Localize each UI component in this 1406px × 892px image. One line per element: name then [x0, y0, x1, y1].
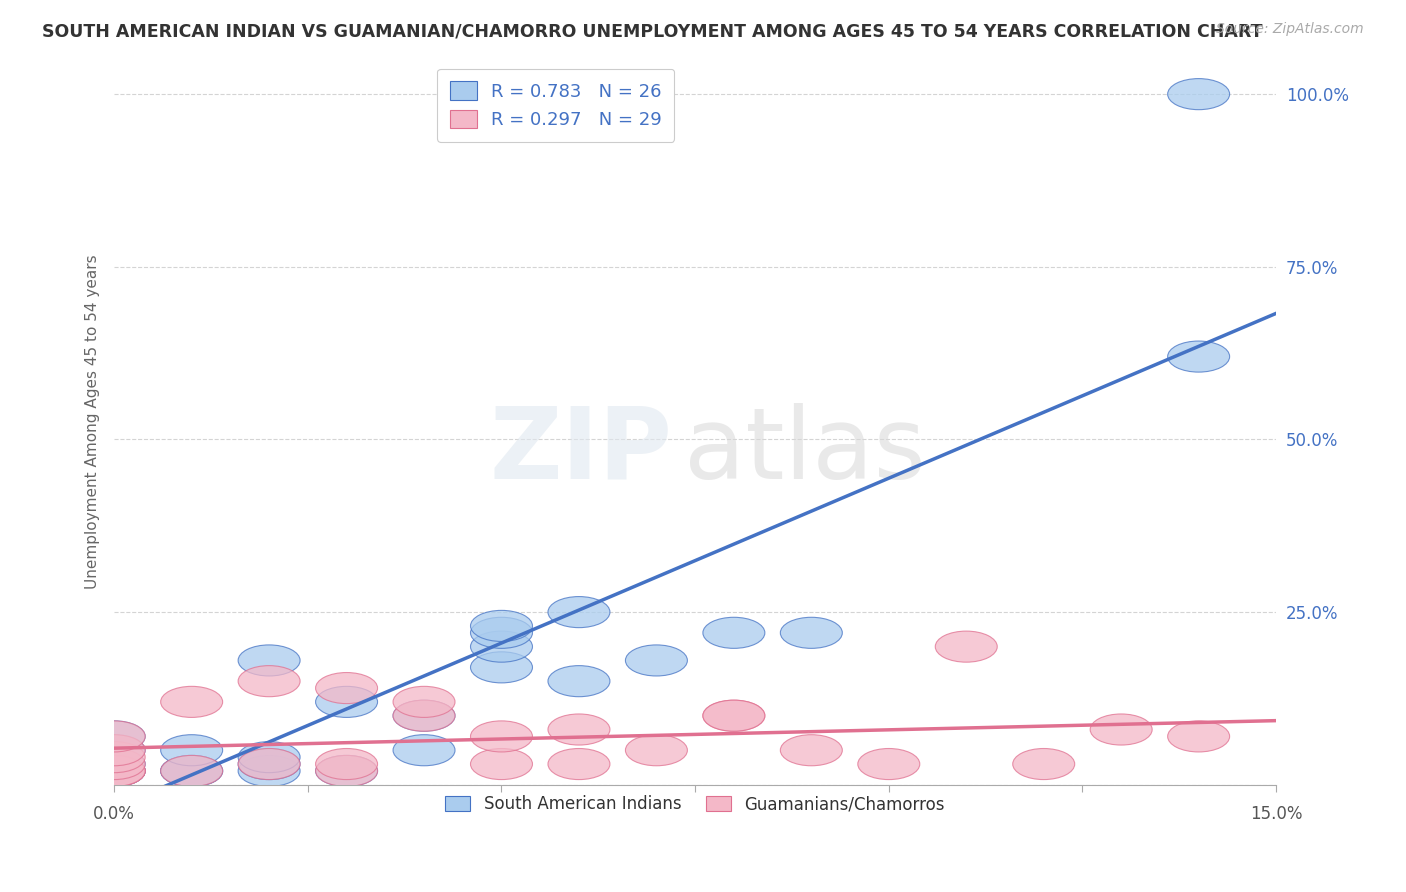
Ellipse shape — [238, 748, 299, 780]
Ellipse shape — [548, 748, 610, 780]
Ellipse shape — [548, 714, 610, 745]
Ellipse shape — [160, 735, 222, 765]
Text: 0.0%: 0.0% — [93, 805, 135, 823]
Ellipse shape — [548, 597, 610, 628]
Ellipse shape — [1012, 748, 1074, 780]
Ellipse shape — [160, 756, 222, 787]
Ellipse shape — [315, 748, 378, 780]
Ellipse shape — [83, 756, 145, 787]
Ellipse shape — [548, 665, 610, 697]
Ellipse shape — [394, 735, 456, 765]
Ellipse shape — [160, 756, 222, 787]
Ellipse shape — [1167, 341, 1230, 372]
Ellipse shape — [703, 700, 765, 731]
Ellipse shape — [626, 735, 688, 765]
Ellipse shape — [315, 686, 378, 717]
Ellipse shape — [1167, 78, 1230, 110]
Ellipse shape — [83, 748, 145, 780]
Ellipse shape — [83, 735, 145, 765]
Legend: South American Indians, Guamanians/Chamorros: South American Indians, Guamanians/Chamo… — [439, 789, 952, 820]
Ellipse shape — [83, 721, 145, 752]
Ellipse shape — [238, 645, 299, 676]
Ellipse shape — [703, 617, 765, 648]
Ellipse shape — [83, 756, 145, 787]
Text: ZIP: ZIP — [489, 402, 672, 500]
Ellipse shape — [935, 632, 997, 662]
Ellipse shape — [83, 741, 145, 772]
Ellipse shape — [315, 756, 378, 787]
Y-axis label: Unemployment Among Ages 45 to 54 years: Unemployment Among Ages 45 to 54 years — [86, 255, 100, 590]
Text: SOUTH AMERICAN INDIAN VS GUAMANIAN/CHAMORRO UNEMPLOYMENT AMONG AGES 45 TO 54 YEA: SOUTH AMERICAN INDIAN VS GUAMANIAN/CHAMO… — [42, 22, 1263, 40]
Text: 15.0%: 15.0% — [1250, 805, 1302, 823]
Ellipse shape — [394, 686, 456, 717]
Ellipse shape — [858, 748, 920, 780]
Ellipse shape — [83, 721, 145, 752]
Ellipse shape — [780, 617, 842, 648]
Ellipse shape — [238, 665, 299, 697]
Ellipse shape — [83, 756, 145, 787]
Ellipse shape — [703, 700, 765, 731]
Ellipse shape — [160, 686, 222, 717]
Ellipse shape — [315, 756, 378, 787]
Ellipse shape — [471, 748, 533, 780]
Ellipse shape — [1090, 714, 1152, 745]
Ellipse shape — [160, 756, 222, 787]
Ellipse shape — [471, 652, 533, 683]
Ellipse shape — [315, 673, 378, 704]
Text: Source: ZipAtlas.com: Source: ZipAtlas.com — [1216, 22, 1364, 37]
Ellipse shape — [394, 700, 456, 731]
Ellipse shape — [471, 721, 533, 752]
Ellipse shape — [471, 617, 533, 648]
Ellipse shape — [394, 700, 456, 731]
Ellipse shape — [780, 735, 842, 765]
Ellipse shape — [238, 756, 299, 787]
Ellipse shape — [238, 748, 299, 780]
Ellipse shape — [626, 645, 688, 676]
Ellipse shape — [83, 748, 145, 780]
Ellipse shape — [83, 756, 145, 787]
Ellipse shape — [83, 756, 145, 787]
Text: atlas: atlas — [683, 402, 925, 500]
Ellipse shape — [1167, 721, 1230, 752]
Ellipse shape — [471, 610, 533, 641]
Ellipse shape — [471, 632, 533, 662]
Ellipse shape — [238, 741, 299, 772]
Ellipse shape — [83, 735, 145, 765]
